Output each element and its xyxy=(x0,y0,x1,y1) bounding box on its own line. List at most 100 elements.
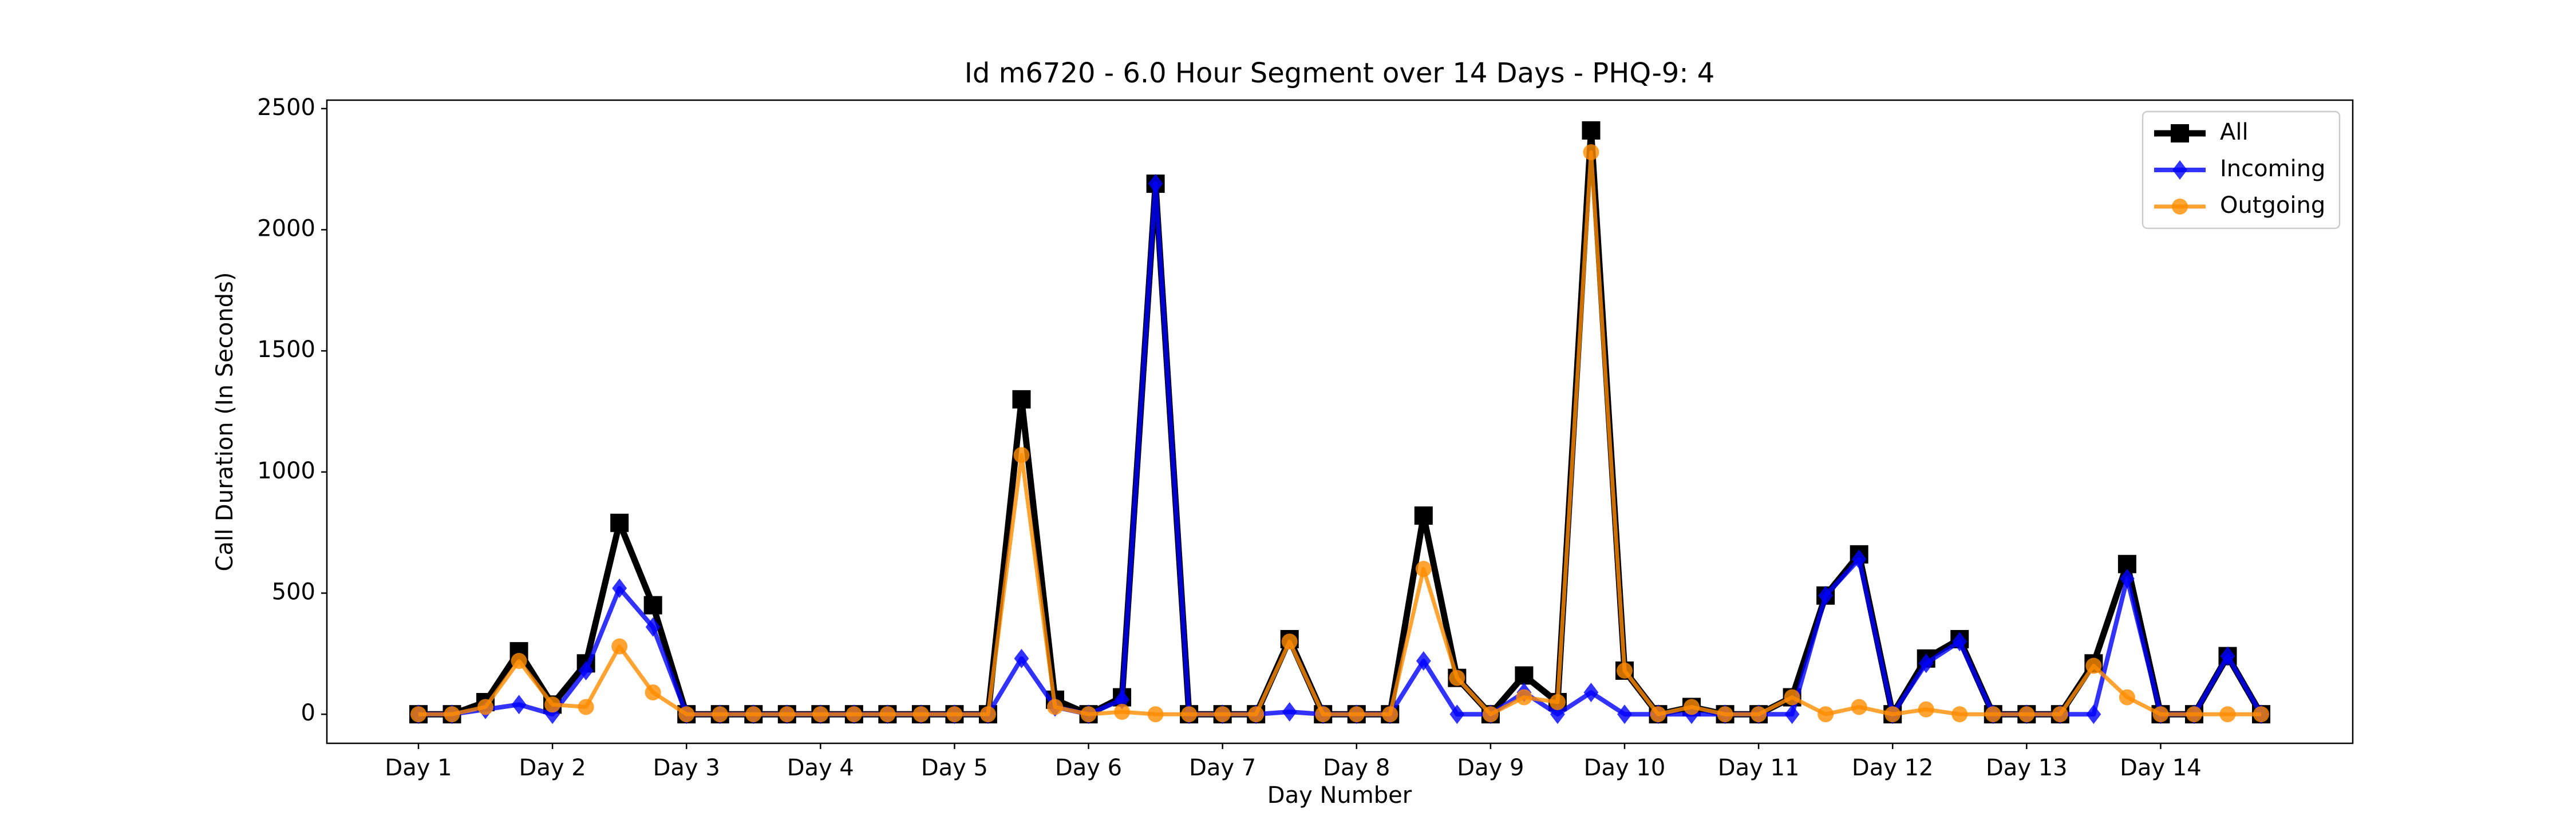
data-point xyxy=(1851,699,1867,715)
x-tick-label: Day 11 xyxy=(1718,755,1800,781)
x-tick-label: Day 5 xyxy=(921,755,988,781)
data-point xyxy=(1516,689,1532,706)
x-tick-label: Day 14 xyxy=(2120,755,2202,781)
legend-label: Incoming xyxy=(2220,156,2325,182)
y-tick-label: 2500 xyxy=(257,94,315,121)
data-point xyxy=(1115,690,1129,710)
data-point xyxy=(1047,699,1064,715)
data-point xyxy=(712,706,728,723)
data-point xyxy=(1884,706,1901,723)
data-point xyxy=(1751,706,1767,723)
data-point xyxy=(612,579,627,599)
data-point xyxy=(2052,706,2068,723)
data-point xyxy=(1952,632,1967,652)
data-point xyxy=(1851,549,1867,569)
data-point xyxy=(1918,653,1934,674)
series-line xyxy=(418,181,2263,717)
data-point xyxy=(1012,390,1031,409)
series-line xyxy=(418,150,2261,716)
data-point xyxy=(2253,706,2269,723)
legend-box xyxy=(2142,110,2341,229)
data-point xyxy=(1784,704,1800,724)
data-point xyxy=(2119,689,2135,706)
data-point xyxy=(1414,506,1433,525)
data-point xyxy=(779,706,795,723)
data-point xyxy=(578,660,594,680)
data-point xyxy=(611,638,628,655)
x-tick-label: Day 13 xyxy=(1986,755,2068,781)
data-point xyxy=(410,706,426,723)
data-point xyxy=(610,513,629,532)
data-point xyxy=(643,596,662,615)
x-tick-label: Day 3 xyxy=(653,755,720,781)
y-tick-label: 2000 xyxy=(257,215,315,241)
series-line xyxy=(418,127,2264,718)
data-point xyxy=(2152,706,2169,723)
data-point xyxy=(1717,706,1733,723)
data-point xyxy=(846,706,862,723)
data-point xyxy=(946,706,963,723)
data-point xyxy=(1281,633,1298,650)
legend-marker xyxy=(2172,199,2188,215)
x-tick-label: Day 1 xyxy=(385,755,452,781)
data-point xyxy=(1449,704,1465,724)
data-point xyxy=(2119,569,2135,589)
data-point xyxy=(1582,121,1601,140)
data-point xyxy=(1550,704,1565,724)
data-point xyxy=(1080,706,1097,723)
data-point xyxy=(1549,694,1566,711)
x-tick-label: Day 4 xyxy=(787,755,854,781)
data-point xyxy=(477,699,494,715)
data-point xyxy=(1416,651,1431,671)
data-point xyxy=(1148,174,1163,194)
data-point xyxy=(1583,683,1599,703)
data-point xyxy=(1014,648,1029,668)
x-tick-label: Day 7 xyxy=(1189,755,1256,781)
data-point xyxy=(1818,585,1834,605)
data-point xyxy=(1248,706,1265,723)
x-tick-label: Day 6 xyxy=(1055,755,1122,781)
data-point xyxy=(1114,703,1131,720)
data-point xyxy=(1616,662,1633,679)
legend-label: Outgoing xyxy=(2220,192,2325,219)
plot-frame xyxy=(326,99,2354,744)
data-point xyxy=(1282,702,1297,722)
data-point xyxy=(2219,706,2236,723)
chart-title: Id m6720 - 6.0 Hour Segment over 14 Days… xyxy=(965,57,1715,89)
data-point xyxy=(1985,706,2001,723)
x-tick-label: Day 9 xyxy=(1457,755,1524,781)
data-point xyxy=(544,696,561,713)
legend-label: All xyxy=(2220,119,2249,145)
data-point xyxy=(2220,646,2235,666)
data-point xyxy=(1918,701,1934,718)
data-point xyxy=(2018,706,2035,723)
y-tick-label: 500 xyxy=(272,579,315,605)
data-point xyxy=(1147,706,1164,723)
y-axis-label: Call Duration (In Seconds) xyxy=(212,272,238,572)
data-point xyxy=(1951,706,1968,723)
data-point xyxy=(1650,706,1666,723)
data-point xyxy=(879,706,896,723)
data-point xyxy=(678,706,695,723)
data-point xyxy=(1583,144,1599,161)
data-point xyxy=(1449,670,1465,686)
data-point xyxy=(1013,447,1030,464)
data-point xyxy=(1784,689,1800,706)
data-point xyxy=(1482,706,1499,723)
data-point xyxy=(979,706,996,723)
x-tick-label: Day 10 xyxy=(1584,755,1666,781)
x-tick-label: Day 8 xyxy=(1323,755,1390,781)
y-tick-label: 1000 xyxy=(257,458,315,484)
legend-marker xyxy=(2172,160,2187,180)
data-point xyxy=(812,706,829,723)
data-point xyxy=(511,653,527,670)
data-point xyxy=(1515,666,1534,685)
y-tick-label: 1500 xyxy=(257,336,315,363)
data-point xyxy=(1181,706,1198,723)
data-point xyxy=(444,706,460,723)
data-point xyxy=(2086,704,2101,724)
data-point xyxy=(645,684,661,701)
data-point xyxy=(1415,561,1432,577)
data-point xyxy=(645,617,661,637)
